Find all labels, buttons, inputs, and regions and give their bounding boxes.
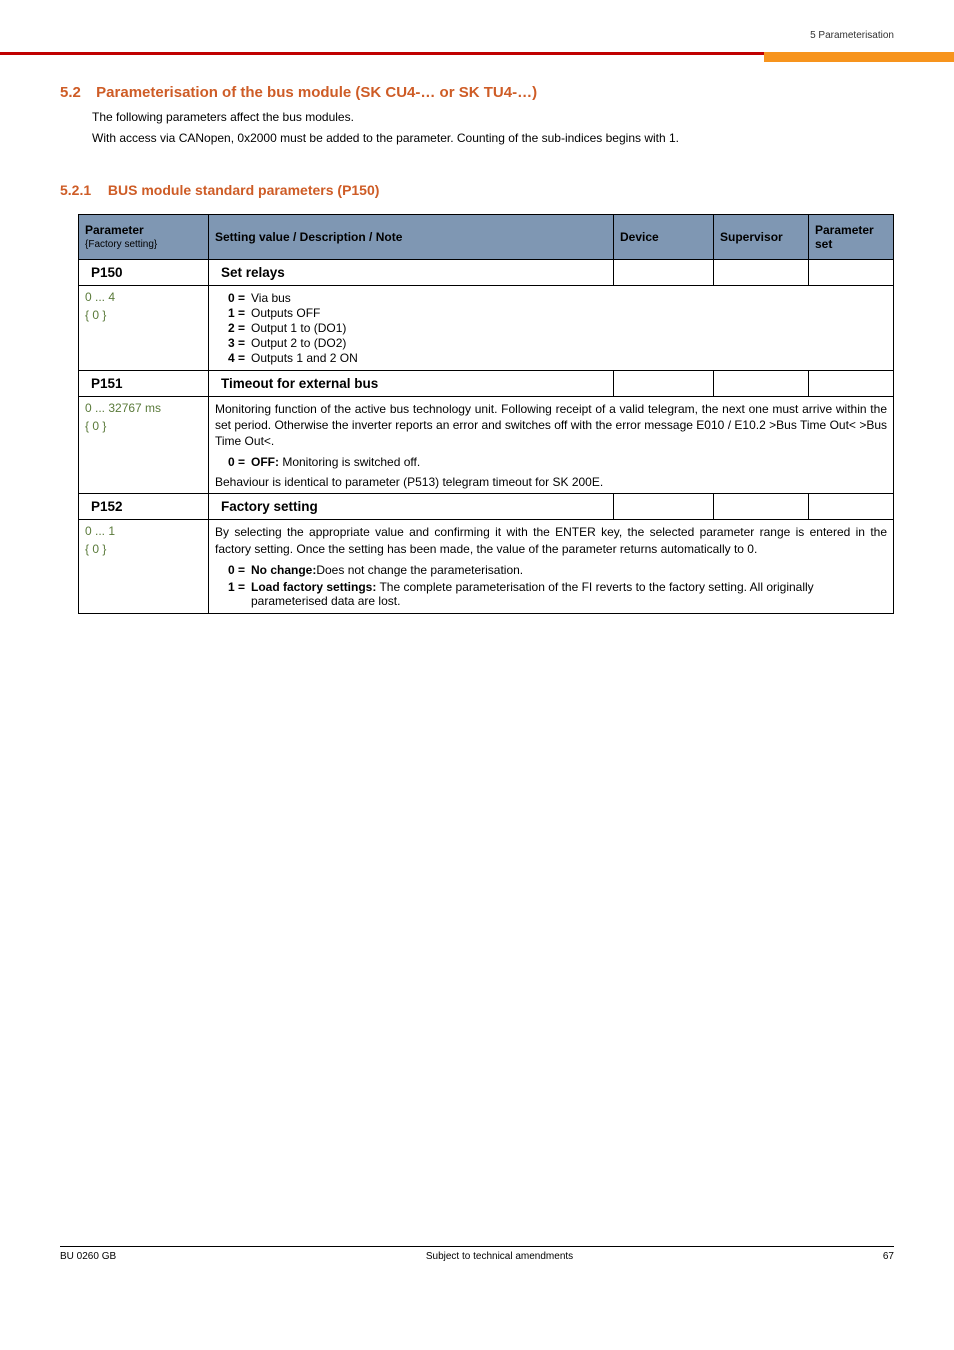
section-heading: 5.2 Parameterisation of the bus module (… — [60, 84, 894, 101]
option-value: OFF: Monitoring is switched off. — [245, 455, 420, 469]
param-code: P150 — [79, 259, 209, 285]
running-header: 5 Parameterisation — [810, 30, 894, 41]
footer-left: BU 0260 GB — [60, 1251, 116, 1262]
option-line: 1 =Outputs OFF — [215, 306, 887, 320]
option-value: No change:Does not change the parameteri… — [245, 563, 523, 577]
th-device: Device — [614, 214, 714, 259]
section-title: Parameterisation of the bus module (SK C… — [96, 84, 537, 101]
param-range-cell: 0 ... 1 { 0 } — [79, 520, 209, 613]
option-value: Via bus — [245, 291, 291, 305]
subsection-title: BUS module standard parameters (P150) — [108, 182, 380, 198]
option-value: Load factory settings: The complete para… — [245, 580, 887, 608]
param-name: Factory setting — [209, 494, 614, 520]
footer-right: 67 — [883, 1251, 894, 1262]
cell-pset — [809, 259, 894, 285]
parameter-table: Parameter {Factory setting} Setting valu… — [78, 214, 894, 614]
param-factory: { 0 } — [85, 542, 202, 556]
param-description: Monitoring function of the active bus te… — [215, 401, 887, 450]
th-parameter-set: Parameter set — [809, 214, 894, 259]
section-body-1: The following parameters affect the bus … — [60, 109, 894, 126]
option-key: 1 = — [215, 580, 245, 608]
cell-supervisor — [714, 494, 809, 520]
param-range-cell: 0 ... 32767 ms { 0 } — [79, 396, 209, 494]
param-title-row: P152 Factory setting — [79, 494, 894, 520]
cell-pset — [809, 370, 894, 396]
param-title-row: P150 Set relays — [79, 259, 894, 285]
option-line: 0 =Via bus — [215, 291, 887, 305]
option-key: 1 = — [215, 306, 245, 320]
cell-device — [614, 259, 714, 285]
param-factory: { 0 } — [85, 308, 202, 322]
option-key: 2 = — [215, 321, 245, 335]
section-number: 5.2 — [60, 84, 92, 101]
cell-supervisor — [714, 370, 809, 396]
header-tab — [764, 52, 954, 62]
option-value: Output 1 to (DO1) — [245, 321, 346, 335]
page-footer: BU 0260 GB Subject to technical amendmen… — [60, 1246, 894, 1262]
table-header-row: Parameter {Factory setting} Setting valu… — [79, 214, 894, 259]
option-line: 2 =Output 1 to (DO1) — [215, 321, 887, 335]
option-key: 0 = — [215, 455, 245, 469]
param-content-row: 0 ... 4 { 0 } 0 =Via bus1 =Outputs OFF2 … — [79, 285, 894, 370]
option-value: Output 2 to (DO2) — [245, 336, 346, 350]
th-parameter: Parameter {Factory setting} — [79, 214, 209, 259]
cell-device — [614, 494, 714, 520]
param-note: Behaviour is identical to parameter (P51… — [215, 475, 887, 489]
option-value: Outputs 1 and 2 ON — [245, 351, 358, 365]
param-factory: { 0 } — [85, 419, 202, 433]
option-key: 0 = — [215, 563, 245, 577]
option-key: 4 = — [215, 351, 245, 365]
option-key: 3 = — [215, 336, 245, 350]
param-description: By selecting the appropriate value and c… — [215, 524, 887, 556]
param-name: Timeout for external bus — [209, 370, 614, 396]
param-content-row: 0 ... 1 { 0 } By selecting the appropria… — [79, 520, 894, 613]
cell-supervisor — [714, 259, 809, 285]
param-name: Set relays — [209, 259, 614, 285]
th-supervisor: Supervisor — [714, 214, 809, 259]
subsection-heading: 5.2.1 BUS module standard parameters (P1… — [60, 182, 894, 198]
param-desc-cell: Monitoring function of the active bus te… — [209, 396, 894, 494]
option-line: 4 =Outputs 1 and 2 ON — [215, 351, 887, 365]
param-code: P152 — [79, 494, 209, 520]
option-value: Outputs OFF — [245, 306, 320, 320]
footer-center: Subject to technical amendments — [426, 1251, 573, 1262]
cell-pset — [809, 494, 894, 520]
param-range: 0 ... 32767 ms — [85, 401, 202, 415]
param-desc-cell: 0 =Via bus1 =Outputs OFF2 =Output 1 to (… — [209, 285, 894, 370]
option-line: 3 =Output 2 to (DO2) — [215, 336, 887, 350]
cell-device — [614, 370, 714, 396]
param-title-row: P151 Timeout for external bus — [79, 370, 894, 396]
section-body-2: With access via CANopen, 0x2000 must be … — [60, 130, 894, 147]
param-desc-cell: By selecting the appropriate value and c… — [209, 520, 894, 613]
th-description: Setting value / Description / Note — [209, 214, 614, 259]
param-code: P151 — [79, 370, 209, 396]
param-content-row: 0 ... 32767 ms { 0 } Monitoring function… — [79, 396, 894, 494]
param-range-cell: 0 ... 4 { 0 } — [79, 285, 209, 370]
param-range: 0 ... 4 — [85, 290, 202, 304]
option-key: 0 = — [215, 291, 245, 305]
param-range: 0 ... 1 — [85, 524, 202, 538]
subsection-number: 5.2.1 — [60, 182, 104, 198]
